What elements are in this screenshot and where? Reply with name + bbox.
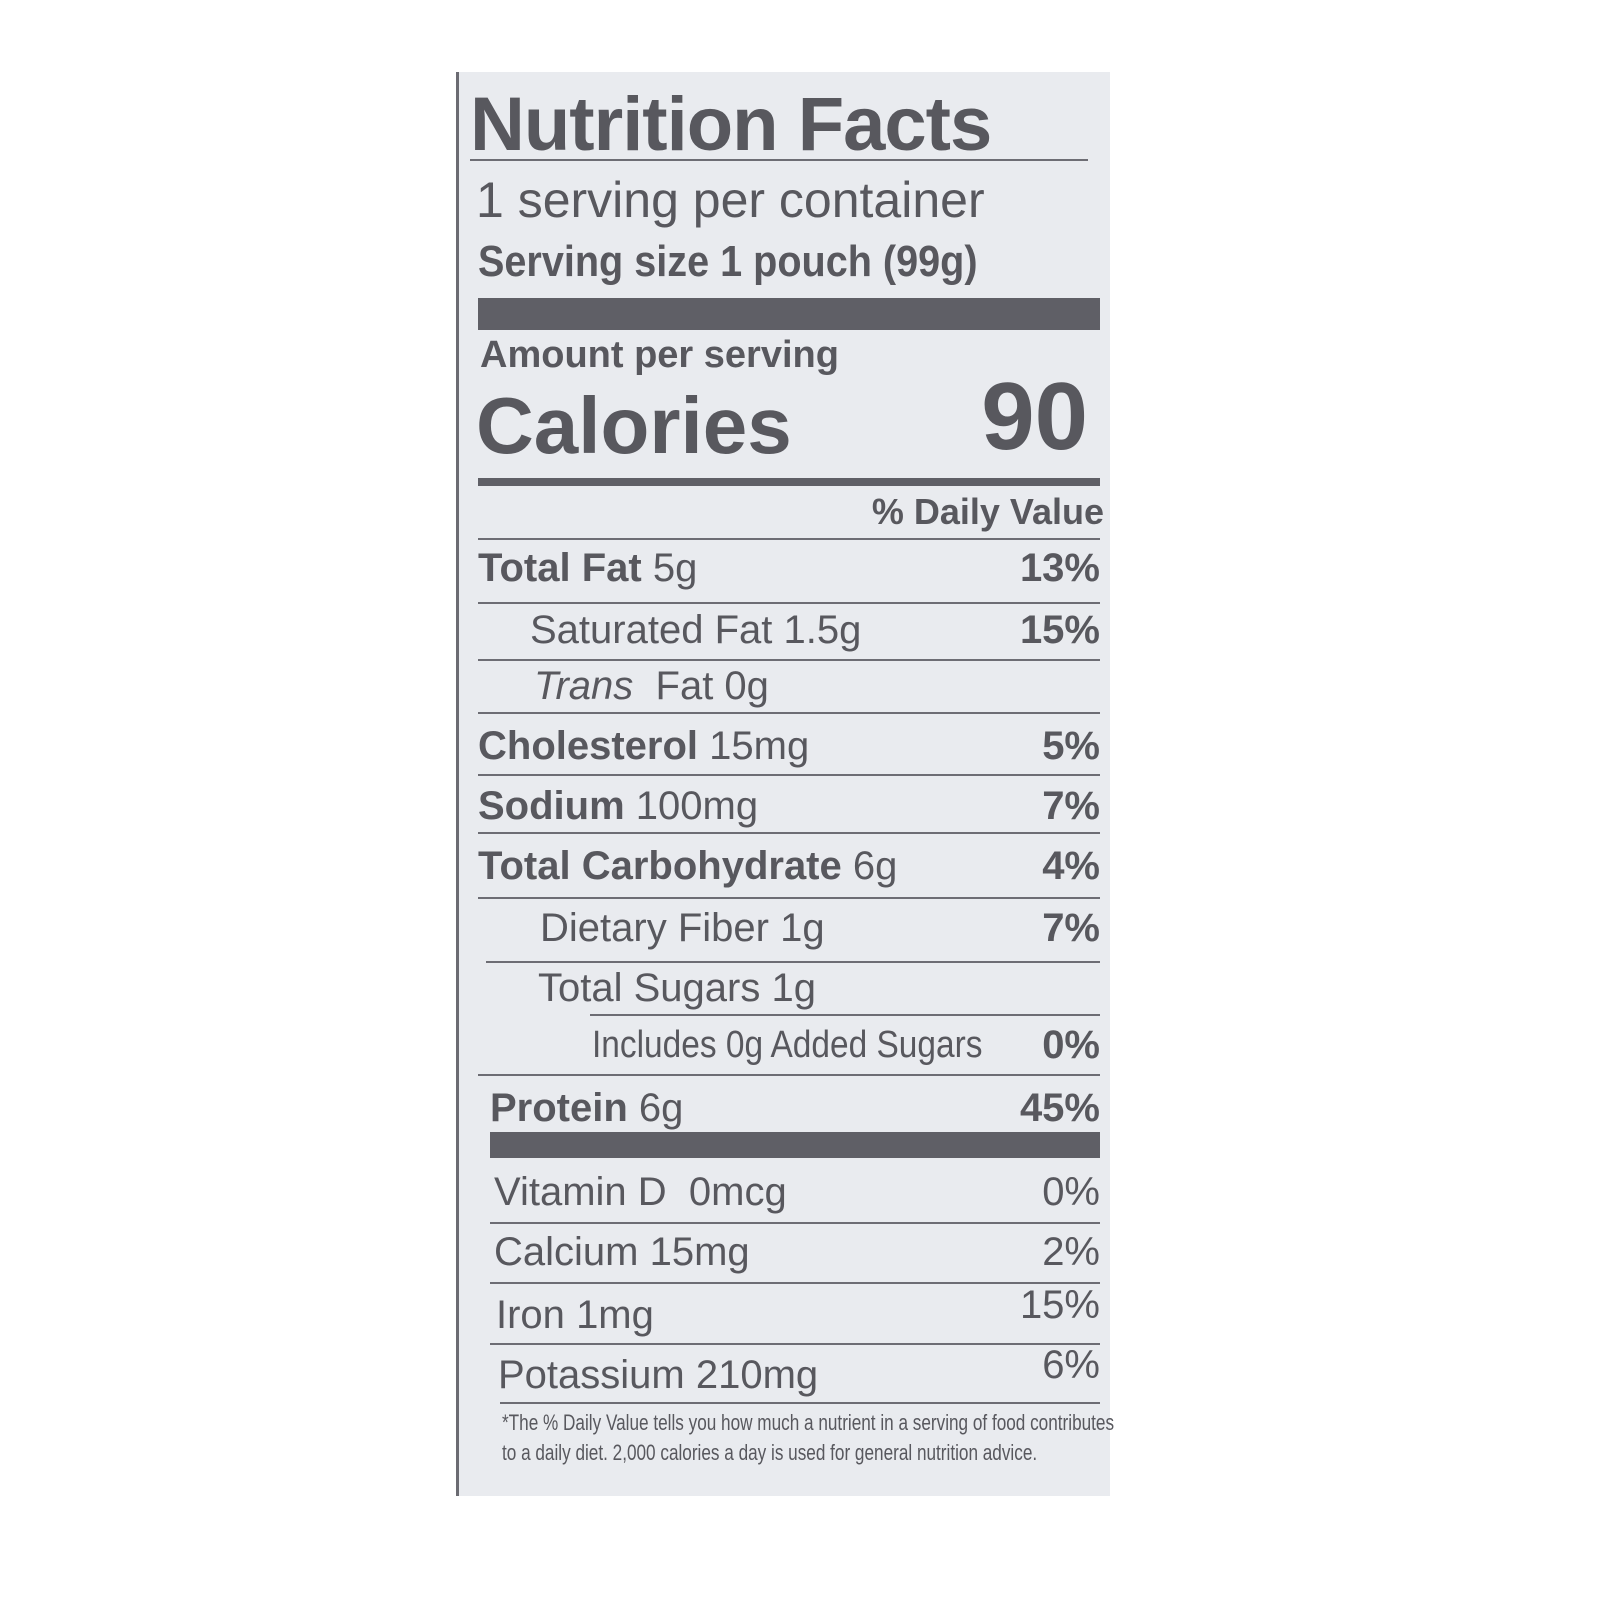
nutrient-row-trans-fat: Trans Fat 0g — [534, 664, 769, 708]
divider — [590, 1014, 1100, 1016]
divider — [478, 712, 1100, 714]
divider — [470, 159, 1088, 161]
daily-value-header: % Daily Value — [871, 491, 1104, 532]
nutrient-row-total-sugars: Total Sugars 1g — [538, 966, 816, 1010]
divider — [500, 1402, 1100, 1404]
nutrient-row-total-fat: Total Fat 5g 13% — [478, 546, 1100, 590]
nutrient-row-cholesterol: Cholesterol 15mg 5% — [478, 724, 1100, 768]
footnote-line-2: to a daily diet. 2,000 calories a day is… — [502, 1440, 1038, 1465]
vitamin-row-calcium: Calcium 15mg 2% — [494, 1230, 1100, 1274]
vitamin-row-vitamin-d: Vitamin D 0mcg 0% — [494, 1170, 1100, 1214]
serving-size: Serving size 1 pouch (99g) — [478, 237, 978, 286]
nutrient-row-dietary-fiber: Dietary Fiber 1g 7% — [540, 906, 1100, 950]
amount-per-serving: Amount per serving — [480, 334, 839, 376]
thick-divider — [478, 298, 1100, 330]
calories-label: Calories — [476, 381, 792, 470]
nutrient-row-added-sugars: Includes 0g Added Sugars 0% — [592, 1023, 1100, 1067]
divider — [478, 897, 1100, 899]
footnote-line-1: *The % Daily Value tells you how much a … — [502, 1410, 1115, 1435]
divider — [486, 961, 1100, 963]
divider — [478, 538, 1100, 540]
nutrient-row-protein: Protein 6g 45% — [490, 1086, 1100, 1130]
divider — [490, 1222, 1100, 1224]
medium-divider — [478, 478, 1100, 486]
nutrient-row-sodium: Sodium 100mg 7% — [478, 784, 1100, 828]
nutrient-row-total-carbohydrate: Total Carbohydrate 6g 4% — [478, 844, 1100, 888]
label-title: Nutrition Facts — [470, 82, 992, 167]
calories-value: 90 — [981, 363, 1088, 470]
divider — [490, 1343, 1100, 1345]
divider — [478, 659, 1100, 661]
divider — [478, 774, 1100, 776]
servings-per-container: 1 serving per container — [476, 172, 985, 228]
divider — [490, 1282, 1100, 1284]
vitamin-row-potassium: Potassium 210mg 6% — [498, 1343, 1100, 1397]
nutrient-row-saturated-fat: Saturated Fat 1.5g 15% — [530, 608, 1100, 652]
thick-divider — [490, 1132, 1100, 1158]
divider — [478, 602, 1100, 604]
vitamin-row-iron: Iron 1mg 15% — [496, 1283, 1100, 1337]
divider — [478, 832, 1100, 834]
divider — [478, 1074, 1100, 1076]
